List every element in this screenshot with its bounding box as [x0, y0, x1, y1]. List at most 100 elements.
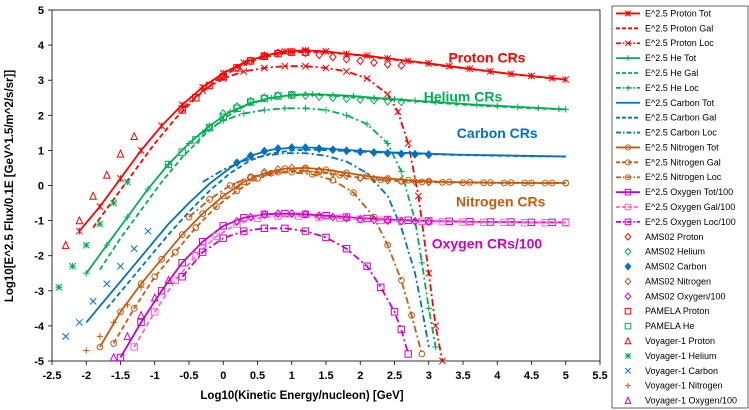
data-point: [328, 212, 337, 222]
data-point: [624, 396, 632, 404]
data-point: [281, 62, 289, 70]
y-tick-label: -5: [34, 356, 44, 368]
data-point: [301, 164, 310, 174]
data-point: [302, 105, 309, 112]
data-point: [274, 168, 282, 176]
data-point: [116, 174, 125, 183]
annotation-label: Helium CRs: [424, 88, 503, 104]
series-line: [181, 227, 410, 355]
series-line: [188, 171, 423, 355]
data-point: [260, 146, 269, 156]
data-point: [418, 178, 426, 186]
data-point: [219, 113, 227, 121]
data-point: [130, 131, 139, 141]
data-point: [397, 325, 406, 334]
data-point: [411, 177, 419, 187]
data-point: [500, 218, 508, 227]
data-point: [363, 262, 371, 270]
x-tick-label: 4.5: [524, 370, 539, 382]
legend-label: E^2.5 Nitrogen Gal: [645, 157, 721, 167]
data-point: [103, 280, 111, 288]
data-point: [96, 333, 104, 340]
data-point: [479, 218, 488, 227]
data-point: [96, 343, 104, 351]
legend-label: E^2.5 Oxygen Loc/100: [645, 217, 736, 227]
data-point: [96, 203, 104, 211]
data-point: [301, 48, 310, 58]
legend-label: AMS02 Nitrogen: [645, 276, 711, 286]
data-point: [185, 140, 193, 147]
legend-entry: E^2.5 Carbon Gal: [616, 113, 716, 123]
data-point: [397, 176, 406, 186]
y-tick-label: 2: [38, 110, 44, 122]
data-point: [624, 336, 632, 345]
data-point: [287, 90, 296, 100]
x-tick-label: -1: [150, 370, 160, 382]
data-point: [328, 52, 337, 62]
data-point: [343, 169, 350, 177]
data-point: [260, 210, 269, 220]
y-tick-label: 3: [38, 75, 44, 87]
data-point: [83, 270, 90, 277]
data-point: [624, 174, 632, 181]
data-point: [117, 308, 124, 316]
legend-label: Voyager-1 Oxygen/100: [645, 396, 737, 406]
data-point: [328, 168, 337, 178]
series-e-2-5-carbon-loc: [202, 152, 430, 348]
data-point: [350, 189, 357, 196]
data-point: [294, 212, 303, 220]
data-point: [233, 220, 241, 228]
data-point: [75, 215, 84, 225]
data-point: [342, 244, 351, 253]
data-point: [370, 94, 378, 101]
data-point: [62, 332, 70, 340]
series-line: [106, 148, 566, 309]
data-point: [424, 150, 433, 160]
data-point: [411, 149, 419, 159]
y-tick-label: -1: [34, 216, 44, 228]
data-point: [624, 307, 632, 315]
data-point: [123, 331, 132, 341]
data-point: [55, 283, 63, 291]
x-tick-label: -0.5: [180, 370, 199, 382]
data-point: [459, 179, 467, 187]
data-point: [82, 241, 90, 249]
series-line: [112, 169, 566, 344]
data-point: [480, 179, 487, 187]
data-point: [425, 305, 432, 312]
data-point: [130, 304, 138, 312]
data-point: [624, 262, 632, 271]
data-point: [397, 276, 405, 284]
data-point: [350, 92, 357, 100]
legend-entry: E^2.5 He Gal: [616, 68, 698, 78]
data-point: [68, 262, 77, 270]
data-point: [397, 216, 406, 226]
y-tick-label: 5: [38, 5, 44, 17]
annotations: Proton CRs Helium CRs Carbon CRs Nitrogen C…: [424, 50, 546, 252]
data-point: [408, 311, 416, 319]
x-tick-label: 4: [494, 370, 501, 382]
series-e-2-5-nitrogen-loc: [185, 168, 426, 358]
data-point: [96, 220, 104, 228]
data-point: [404, 176, 412, 184]
data-point: [363, 120, 371, 128]
data-point: [240, 110, 247, 117]
data-point: [199, 210, 207, 217]
legend-entry: E^2.5 Nitrogen Tot: [616, 142, 719, 152]
x-tick-label: 1: [289, 370, 295, 382]
annotation-label: Nitrogen CRs: [456, 194, 546, 210]
series-line: [202, 152, 430, 348]
data-point: [342, 146, 351, 156]
data-point: [233, 63, 241, 73]
series-e-2-5-oxygen-gal-100: [130, 212, 570, 351]
data-point: [192, 224, 200, 231]
data-point: [281, 224, 289, 233]
data-point: [308, 170, 316, 178]
series-voyager-1-oxygen-100: [109, 275, 173, 362]
series-layer: [55, 46, 570, 365]
data-point: [500, 179, 508, 187]
data-point: [370, 215, 378, 225]
series-e-2-5-proton-gal: [92, 51, 566, 229]
data-point: [562, 219, 570, 227]
data-point: [625, 55, 631, 61]
